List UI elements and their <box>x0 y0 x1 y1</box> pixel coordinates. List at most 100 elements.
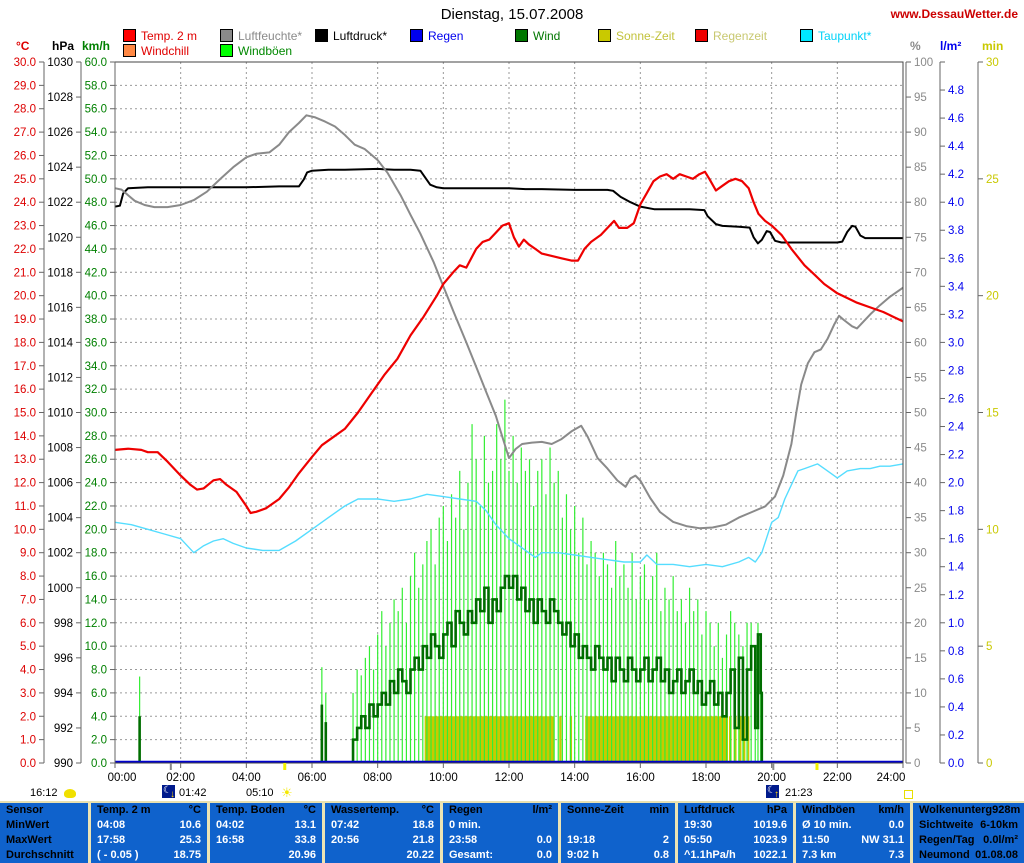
svg-text:6.0: 6.0 <box>20 618 36 630</box>
table-cell-value: min <box>649 804 669 816</box>
svg-text:29.0: 29.0 <box>14 80 36 92</box>
svg-text:24:00: 24:00 <box>877 772 906 784</box>
table-cell-label: MaxWert <box>6 834 52 846</box>
svg-text:46.0: 46.0 <box>85 221 107 233</box>
table-cell-label: 23:58 <box>449 834 478 846</box>
svg-text:1028: 1028 <box>47 92 73 104</box>
svg-text:1016: 1016 <box>47 302 73 314</box>
table-column-temp-boden: Temp. Boden °C 04:02 13.1 16:58 33.8 20.96 <box>207 803 322 863</box>
svg-text:24.0: 24.0 <box>85 478 107 490</box>
axis-unit-min: min <box>982 39 1004 53</box>
svg-text:90: 90 <box>914 127 927 139</box>
svg-text:24.0: 24.0 <box>14 197 36 209</box>
svg-text:0.6: 0.6 <box>948 674 964 686</box>
table-cell-label: Sensor <box>6 804 44 816</box>
svg-text:10.0: 10.0 <box>14 524 36 536</box>
moon-up-label: 16:12 <box>30 787 58 799</box>
svg-text:6.0: 6.0 <box>91 688 107 700</box>
table-cell-label: Sichtweite <box>919 819 974 831</box>
svg-text:10:00: 10:00 <box>429 772 458 784</box>
sensor-summary-table: Sensor MinWert MaxWert Durchschnitt Temp. 2 … <box>0 801 1024 863</box>
table-cell-label: Ø 10 min. <box>802 819 852 831</box>
table-cell-label: Gesamt: <box>449 849 494 861</box>
sunrise-sun-icon: ☀ <box>281 785 293 800</box>
legend-swatch-icon <box>515 29 528 42</box>
svg-text:8.0: 8.0 <box>91 665 107 677</box>
svg-text:20:00: 20:00 <box>757 772 786 784</box>
svg-text:1018: 1018 <box>47 267 73 279</box>
svg-text:5: 5 <box>986 641 992 653</box>
svg-text:16.0: 16.0 <box>14 384 36 396</box>
svg-text:40.0: 40.0 <box>85 291 107 303</box>
svg-text:30.0: 30.0 <box>85 408 107 420</box>
sunset-label: 21:23 <box>785 787 813 799</box>
svg-text:30: 30 <box>986 57 999 69</box>
svg-text:13.0: 13.0 <box>14 454 36 466</box>
table-cell-value: 33.8 <box>294 834 316 846</box>
svg-text:3.6: 3.6 <box>948 253 964 265</box>
table-row-labels-column: Sensor MinWert MaxWert Durchschnitt <box>0 803 88 863</box>
svg-text:17.0: 17.0 <box>14 361 36 373</box>
svg-text:1010: 1010 <box>47 408 73 420</box>
table-cell-label: 19:18 <box>567 834 596 846</box>
table-cell-value: km/h <box>878 804 904 816</box>
svg-text:23.0: 23.0 <box>14 221 36 233</box>
svg-text:20: 20 <box>914 618 927 630</box>
table-cell-value: 0.0 <box>888 819 904 831</box>
svg-text:4.2: 4.2 <box>948 169 964 181</box>
legend-swatch-icon <box>220 29 233 42</box>
svg-text:4.0: 4.0 <box>91 711 107 723</box>
svg-text:2.0: 2.0 <box>948 478 964 490</box>
svg-text:5: 5 <box>914 723 920 735</box>
svg-text:2.4: 2.4 <box>948 422 965 434</box>
svg-text:21.0: 21.0 <box>14 267 36 279</box>
svg-text:1014: 1014 <box>47 337 73 349</box>
legend-swatch-icon <box>800 29 813 42</box>
svg-text:60.0: 60.0 <box>85 57 107 69</box>
svg-text:2.8: 2.8 <box>948 365 964 377</box>
table-cell-label: Sonne-Zeit <box>567 804 624 816</box>
svg-text:1026: 1026 <box>47 127 73 139</box>
table-cell-value: hPa <box>766 804 787 816</box>
svg-text:30: 30 <box>914 548 927 560</box>
legend-swatch-icon <box>123 29 136 42</box>
legend-item-luftfeuchte-: Luftfeuchte* <box>220 29 302 43</box>
svg-text:25: 25 <box>914 583 927 595</box>
svg-text:70: 70 <box>914 267 927 279</box>
legend-item-temp-2-m: Temp. 2 m <box>123 29 197 43</box>
table-cell-label: 11:50 <box>802 834 830 846</box>
svg-text:1004: 1004 <box>47 513 73 525</box>
svg-text:8.0: 8.0 <box>20 571 36 583</box>
moonset-label: 01:42 <box>179 787 207 799</box>
svg-text:1022: 1022 <box>47 197 73 209</box>
svg-text:48.0: 48.0 <box>85 197 107 209</box>
table-cell-label: 0 min. <box>449 819 481 831</box>
svg-text:32.0: 32.0 <box>85 384 107 396</box>
table-cell-value: 6-10km <box>980 819 1018 831</box>
table-cell-label: Durchschnitt <box>6 849 74 861</box>
svg-text:65: 65 <box>914 302 927 314</box>
svg-text:1030: 1030 <box>47 57 73 69</box>
table-cell-value: °C <box>188 804 201 816</box>
svg-text:18:00: 18:00 <box>692 772 721 784</box>
svg-text:4.4: 4.4 <box>948 141 965 153</box>
svg-text:38.0: 38.0 <box>85 314 107 326</box>
svg-text:2.0: 2.0 <box>20 711 36 723</box>
table-cell-value: 20.96 <box>288 849 316 861</box>
svg-text:06:00: 06:00 <box>298 772 327 784</box>
legend-item-sonne-zeit: Sonne-Zeit <box>598 29 675 43</box>
svg-text:4.0: 4.0 <box>20 665 36 677</box>
svg-text:1.6: 1.6 <box>948 534 964 546</box>
legend-item-taupunkt-: Taupunkt* <box>800 29 871 43</box>
svg-text:12:00: 12:00 <box>495 772 524 784</box>
svg-text:4.6: 4.6 <box>948 113 964 125</box>
svg-text:40: 40 <box>914 478 927 490</box>
table-cell-label: 7.3 km <box>802 849 837 861</box>
svg-text:04:00: 04:00 <box>232 772 261 784</box>
svg-text:22:00: 22:00 <box>823 772 852 784</box>
table-cell-label: 04:08 <box>97 819 126 831</box>
website-link[interactable]: www.DessauWetter.de <box>890 7 1018 21</box>
svg-text:3.0: 3.0 <box>948 337 964 349</box>
svg-text:994: 994 <box>54 688 74 700</box>
axis-unit-percent: % <box>910 39 921 53</box>
